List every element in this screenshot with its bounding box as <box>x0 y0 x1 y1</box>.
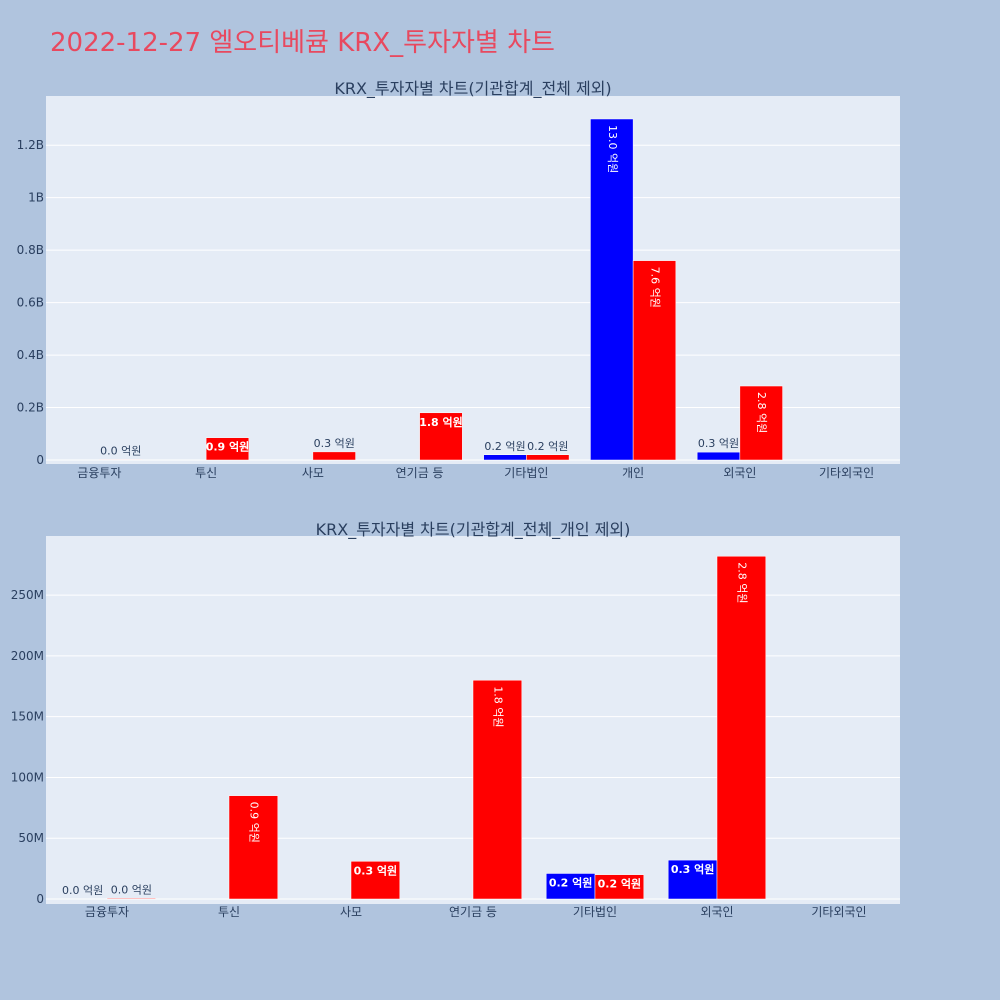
x-tick-label: 투신 <box>195 466 217 480</box>
data-label: 0.3 억원 <box>671 862 715 876</box>
data-label: 0.9 억원 <box>206 440 250 454</box>
x-tick-label: 기타법인 <box>573 905 617 919</box>
bar <box>312 451 356 461</box>
data-label: 0.3 억원 <box>314 437 355 450</box>
bar <box>483 454 527 461</box>
data-label: 0.0 억원 <box>100 444 141 457</box>
y-tick-label: 0.6B <box>17 296 44 310</box>
y-tick-label: 0.2B <box>17 401 44 415</box>
bar <box>472 679 523 900</box>
chart-bottom: 0 50M 100M 150M 200M 250M KRX_투자자별 차트(기관합계_전체_… <box>11 520 900 919</box>
bar <box>205 437 250 461</box>
data-label: 0.2 억원 <box>484 440 525 453</box>
chart-title: KRX_투자자별 차트(기관합계_전체_개인 제외) <box>316 520 631 540</box>
bar <box>526 454 570 461</box>
data-label: 7.6 억원 <box>648 267 661 308</box>
bar <box>739 385 783 461</box>
bar <box>350 861 401 900</box>
x-tick-label: 외국인 <box>700 905 733 919</box>
bar <box>419 412 463 461</box>
x-tick-label: 기타법인 <box>504 466 548 480</box>
x-tick-label: 외국인 <box>723 466 756 480</box>
y-tick-label: 100M <box>11 770 44 784</box>
page-title: 2022-12-27 엘오티베큠 KRX_투자자별 차트 <box>50 28 555 58</box>
y-tick-label: 0.4B <box>17 348 44 362</box>
bar <box>545 873 596 900</box>
data-label: 0.2 억원 <box>527 440 568 453</box>
bar <box>228 795 279 900</box>
data-label: 2.8 억원 <box>755 392 768 433</box>
x-tick-label: 금융투자 <box>85 905 129 919</box>
data-label: 1.8 억원 <box>491 686 504 727</box>
chart-title: KRX_투자자별 차트(기관합계_전체 제외) <box>334 79 611 99</box>
x-tick-label: 사모 <box>302 466 324 480</box>
data-label: 0.0 억원 <box>111 883 152 896</box>
data-label: 0.0 억원 <box>62 884 103 897</box>
x-tick-label: 기타외국인 <box>811 905 866 919</box>
bar <box>99 459 143 461</box>
bar <box>696 451 741 461</box>
y-tick-label: 0 <box>36 892 44 906</box>
data-label: 1.8 억원 <box>419 415 463 429</box>
chart-top: 0 0.2B 0.4B 0.6B 0.8B 1B 1.2B KRX_투자자별 차트(기관합계_… <box>17 79 900 480</box>
bar <box>667 859 718 900</box>
x-tick-label: 연기금 등 <box>449 905 497 919</box>
bar <box>716 555 767 900</box>
data-label: 0.3 억원 <box>354 863 398 877</box>
bar <box>594 874 645 900</box>
data-label: 0.2 억원 <box>549 875 593 889</box>
data-label: 0.9 억원 <box>247 802 260 843</box>
y-tick-label: 1.2B <box>17 138 44 152</box>
y-tick-label: 1B <box>28 191 44 205</box>
data-label: 0.3 억원 <box>698 437 739 450</box>
bar <box>590 118 634 461</box>
data-label: 0.2 억원 <box>598 877 642 891</box>
y-tick-label: 0 <box>36 453 44 467</box>
y-tick-label: 250M <box>11 588 44 602</box>
x-tick-label: 연기금 등 <box>396 466 444 480</box>
data-label: 13.0 억원 <box>606 125 619 173</box>
y-tick-label: 50M <box>18 831 44 845</box>
y-tick-label: 200M <box>11 649 44 663</box>
x-tick-label: 사모 <box>340 905 362 919</box>
x-tick-label: 개인 <box>622 466 644 480</box>
x-tick-label: 기타외국인 <box>819 466 874 480</box>
data-label: 2.8 억원 <box>735 562 748 603</box>
x-tick-label: 금융투자 <box>77 466 121 480</box>
bar <box>106 898 157 900</box>
y-tick-label: 150M <box>11 710 44 724</box>
x-tick-label: 투신 <box>218 905 240 919</box>
y-tick-label: 0.8B <box>17 243 44 257</box>
bar <box>632 260 677 461</box>
